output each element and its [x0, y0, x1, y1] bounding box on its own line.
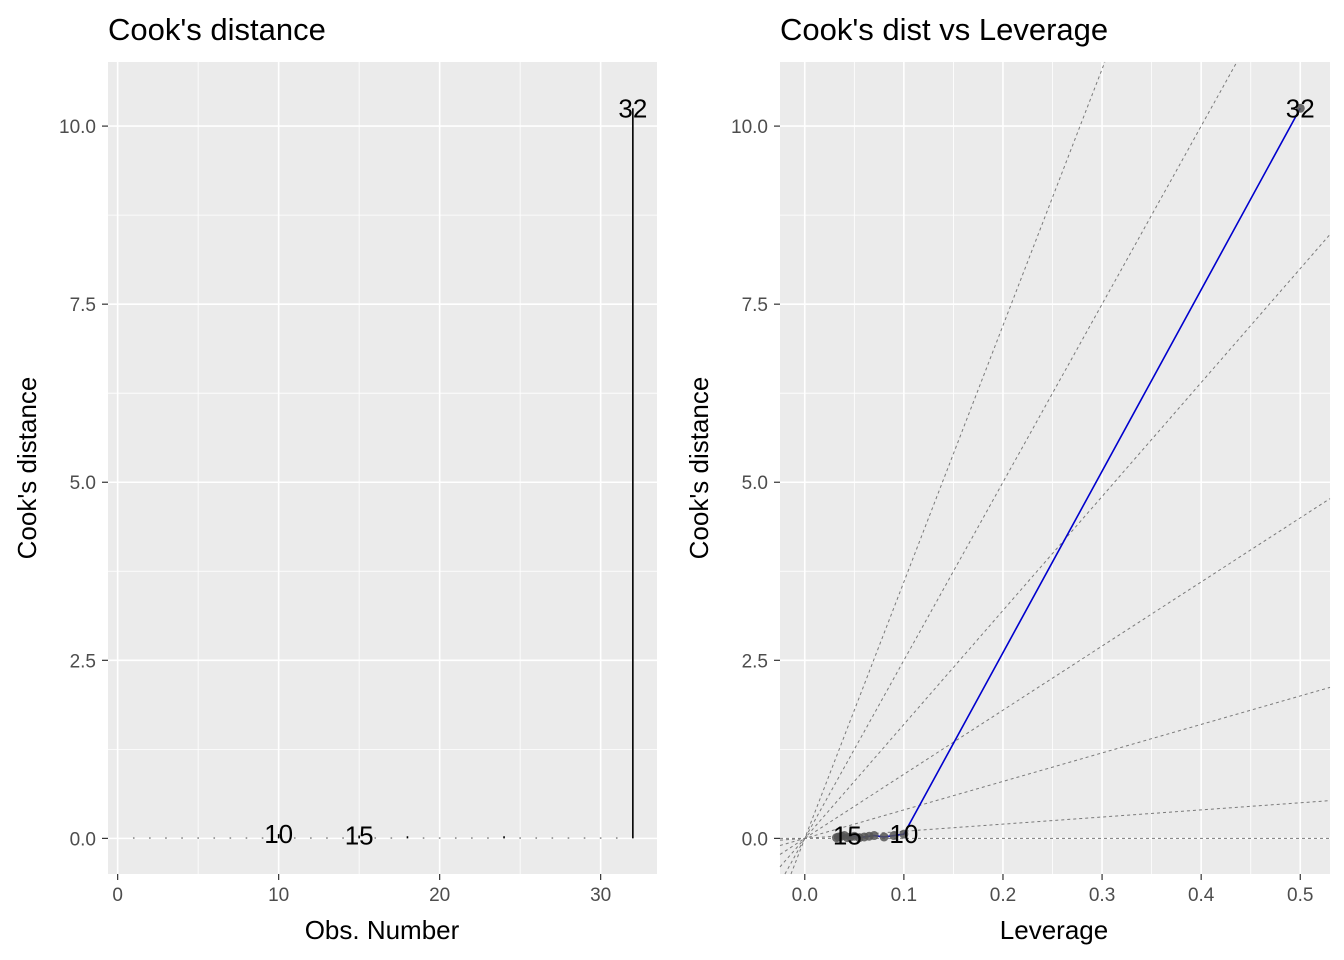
chart-title: Cook's dist vs Leverage	[780, 12, 1108, 47]
y-tick-label: 7.5	[742, 295, 768, 316]
reference-line	[784, 61, 1238, 875]
y-axis-title: Cook's distance	[684, 377, 714, 560]
chart-title: Cook's distance	[108, 12, 326, 47]
y-tick-label: 2.5	[70, 651, 96, 672]
x-tick-label: 20	[429, 885, 450, 906]
point-label: 10	[264, 819, 293, 849]
reference-line	[790, 61, 1106, 875]
y-tick-label: 7.5	[70, 295, 96, 316]
series-line	[831, 103, 1305, 843]
point-label: 10	[889, 819, 918, 849]
data-point	[899, 829, 909, 839]
y-tick-label: 2.5	[742, 651, 768, 672]
x-tick-label: 10	[268, 885, 289, 906]
point-labels: 15 10 32	[833, 93, 1315, 850]
gridlines	[108, 62, 657, 874]
y-tick-label: 5.0	[70, 473, 96, 494]
y-tick-label: 10.0	[731, 117, 768, 138]
y-tick-label: 5.0	[742, 473, 768, 494]
plot-background	[108, 62, 657, 874]
y-tick-label: 10.0	[59, 117, 96, 138]
data-point	[1295, 103, 1305, 113]
y-axis-ticks: 0.0 2.5 5.0 7.5 10.0	[59, 117, 108, 850]
y-axis-title: Cook's distance	[12, 377, 42, 560]
x-tick-label: 0.1	[891, 885, 917, 906]
reference-line	[779, 498, 1331, 855]
cooks-distance-panel: Cook's distance 10 15 32 0 10 20 30 0.0 2.5 5.0…	[12, 12, 657, 945]
x-axis-ticks: 0 10 20 30	[112, 874, 611, 906]
y-tick-label: 0.0	[742, 829, 768, 850]
x-tick-label: 0.5	[1287, 885, 1313, 906]
x-tick-label: 0.4	[1188, 885, 1215, 906]
point-label: 32	[618, 93, 647, 123]
x-tick-label: 0	[112, 885, 123, 906]
plot-background	[780, 62, 1330, 874]
bars	[132, 108, 634, 839]
x-axis-title: Obs. Number	[305, 915, 460, 945]
x-axis-ticks: 0.0 0.1 0.2 0.3 0.4 0.5	[792, 874, 1313, 906]
reference-line	[779, 234, 1331, 868]
point-label: 32	[1286, 93, 1315, 123]
x-tick-label: 30	[590, 885, 611, 906]
x-axis-title: Leverage	[1000, 915, 1108, 945]
point-labels: 10 15 32	[264, 93, 647, 850]
data-point	[869, 831, 879, 841]
gridlines	[780, 62, 1330, 874]
data-point	[889, 831, 899, 841]
data-point	[879, 832, 889, 842]
point-label: 15	[345, 821, 374, 851]
x-tick-label: 0.2	[990, 885, 1016, 906]
reference-line	[779, 686, 1331, 846]
y-tick-label: 0.0	[70, 829, 96, 850]
point-label: 15	[833, 821, 862, 851]
x-tick-label: 0.0	[792, 885, 818, 906]
y-axis-ticks: 0.0 2.5 5.0 7.5 10.0	[731, 117, 780, 850]
x-tick-label: 0.3	[1089, 885, 1115, 906]
cooks-vs-leverage-panel: Cook's dist vs Leverage 15 10 32 0.0 0.1 0.2…	[684, 12, 1331, 945]
